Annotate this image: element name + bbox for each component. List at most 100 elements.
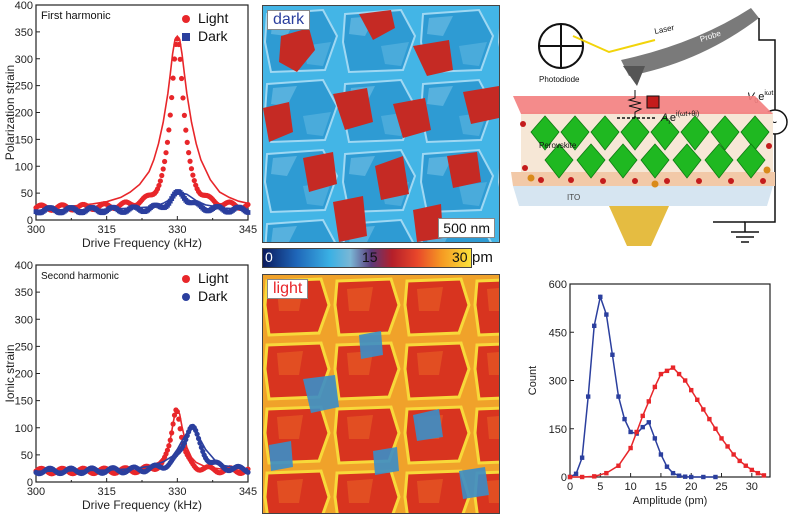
x-tick-label: 20 [685, 481, 697, 493]
perovskite-octahedron [608, 143, 638, 179]
hist-point [670, 470, 676, 476]
perovskite-octahedron [544, 143, 574, 179]
data-point [162, 158, 168, 165]
colorbar-max: 30 [452, 249, 468, 265]
dark-red-domain [375, 156, 409, 200]
hist-point [682, 474, 688, 479]
hist-point [604, 312, 609, 317]
fit-line [35, 192, 249, 212]
hist-point [592, 474, 597, 479]
hist-point [761, 473, 767, 478]
y-tick-label: 250 [15, 81, 33, 93]
dark-red-domain [263, 102, 293, 142]
y-tick-label: 100 [15, 161, 33, 173]
y-tick-label: 250 [15, 341, 33, 353]
data-point [170, 75, 176, 81]
data-point [156, 182, 162, 189]
light-pfm-map: light [262, 274, 500, 514]
laser-beam [572, 35, 656, 54]
colorbar [262, 248, 472, 268]
scale-bar-label: 500 nm [443, 220, 490, 236]
y-tick-label: 200 [15, 108, 33, 120]
perovskite-octahedron [640, 143, 670, 179]
plot-frame [569, 283, 771, 478]
x-tick-label: 345 [239, 224, 257, 236]
data-point [186, 150, 192, 156]
perovskite-octahedron [620, 115, 650, 151]
plot-frame [35, 4, 249, 221]
x-tick-label: 330 [168, 224, 186, 236]
x-axis-label: Amplitude (pm) [633, 495, 708, 507]
perovskite-octahedron [590, 115, 620, 151]
tip-contact-icon [617, 90, 660, 119]
legend-label: Light [198, 10, 228, 26]
hist-point [634, 429, 639, 435]
chart-title: First harmonic [41, 10, 111, 22]
y-axis-label: Polarization strain [3, 65, 17, 160]
ac-source-symbol: ~ [769, 114, 777, 130]
second-harmonic-chart: 0 50 100 150 200 250 300 350 400 300 315 330 345 Driv… [3, 261, 257, 512]
ito-label: ITO [567, 193, 580, 202]
scale-bar: 500 nm [438, 218, 495, 238]
y-tick-label: 600 [549, 279, 567, 291]
dark-red-domain [413, 204, 443, 242]
y-tick-label: 200 [15, 369, 33, 381]
legend-marker [182, 275, 190, 283]
data-point [190, 172, 196, 178]
perovskite-octahedron [576, 143, 606, 179]
data-point [167, 198, 173, 204]
dark-red-domain [333, 88, 373, 130]
x-tick-label: 5 [597, 481, 603, 493]
legend-marker [182, 293, 190, 301]
hist-point [579, 455, 585, 460]
light-blue-region [359, 331, 383, 359]
data-point [184, 139, 190, 145]
colorbar-mid: 15 [362, 249, 378, 265]
hist-point [640, 413, 645, 419]
light-beam-cone [609, 206, 669, 246]
dark-pfm-map: dark 500 nm [262, 5, 500, 243]
fit-line [36, 426, 249, 472]
hist-point [701, 407, 706, 412]
y-tick-label: 300 [15, 314, 33, 326]
hist-point [737, 458, 742, 464]
colorbar-min: 0 [265, 249, 273, 265]
hist-point [682, 378, 688, 383]
hist-line [570, 366, 765, 478]
pfm-schematic: Photodiode Laser Probe ~ V0eiωt ITO [511, 8, 788, 246]
light-map-label: light [267, 279, 309, 299]
hist-point [598, 294, 603, 300]
y-tick-label: 450 [549, 327, 567, 339]
y-tick-label: 350 [15, 27, 33, 39]
hist-point [616, 394, 621, 399]
hist-point [670, 365, 676, 370]
x-tick-label: 345 [239, 486, 257, 498]
dark-red-domain [359, 10, 395, 40]
perovskite-label: Perovskite [539, 141, 577, 150]
dark-red-domain [303, 152, 337, 192]
light-blue-region [303, 375, 339, 413]
hist-point [640, 424, 645, 430]
legend-marker [182, 33, 190, 41]
dark-red-domain [447, 152, 481, 188]
data-point [166, 127, 172, 133]
y-tick-label: 350 [15, 287, 33, 299]
data-point [159, 172, 165, 179]
hist-point [579, 474, 585, 480]
data-point [245, 210, 251, 215]
data-point [164, 139, 171, 145]
hist-point [664, 464, 670, 469]
data-point [157, 178, 163, 184]
light-blue-region [459, 467, 489, 499]
hist-point [573, 471, 579, 476]
hist-point [676, 473, 682, 478]
top-electrode [513, 96, 773, 114]
hist-point [652, 384, 658, 390]
hist-point [689, 474, 694, 480]
dark-red-domain [463, 86, 499, 124]
perovskite-octahedron [736, 143, 766, 179]
y-tick-label: 100 [15, 423, 33, 435]
x-axis-label: Drive Frequency (kHz) [82, 236, 202, 250]
legend-label: Light [198, 270, 228, 286]
y-tick-label: 400 [15, 0, 33, 12]
